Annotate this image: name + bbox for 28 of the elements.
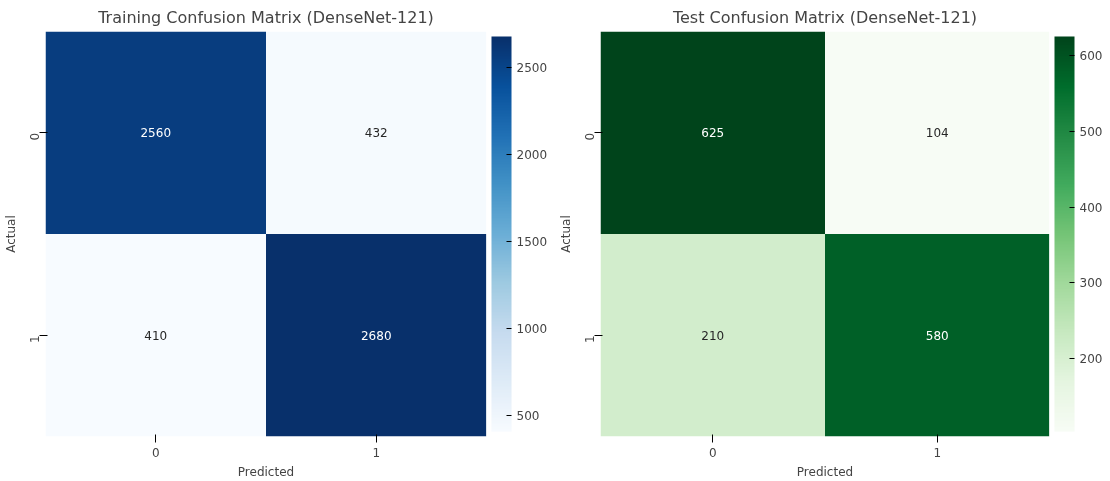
x-tick-label: 1 [933,445,942,460]
color-bar-label: 1500 [516,235,548,250]
chart-title: Test Confusion Matrix (DenseNet-121) [671,7,978,27]
chart-title: Training Confusion Matrix (DenseNet-121) [97,7,434,27]
data-label: 432 [364,126,388,141]
data-label: 210 [701,328,725,343]
data-label: 410 [144,328,168,343]
color-bar-label: 2500 [516,61,548,76]
color-bar-label: 300 [1079,276,1103,291]
data-label: 104 [925,126,949,141]
x-axis-title: Predicted [237,464,295,479]
x-tick-label: 0 [151,445,160,460]
data-label: 2560 [140,126,172,141]
x-tick-label: 1 [372,445,381,460]
color-bar-label: 500 [516,409,540,424]
color-bar-label: 200 [1079,352,1103,367]
color-bar-label: 500 [1079,124,1103,139]
data-label: 625 [701,126,725,141]
color-bar-label: 600 [1079,48,1103,63]
x-axis-title: Predicted [796,464,854,479]
y-axis-title: Actual [3,215,18,253]
color-bar-label: 2000 [516,148,548,163]
data-label: 580 [925,328,949,343]
y-axis-title: Actual [558,215,573,253]
color-bar-label: 1000 [516,322,548,337]
data-label: 2680 [360,328,392,343]
x-tick-label: 0 [708,445,717,460]
color-bar-label: 400 [1079,200,1103,215]
